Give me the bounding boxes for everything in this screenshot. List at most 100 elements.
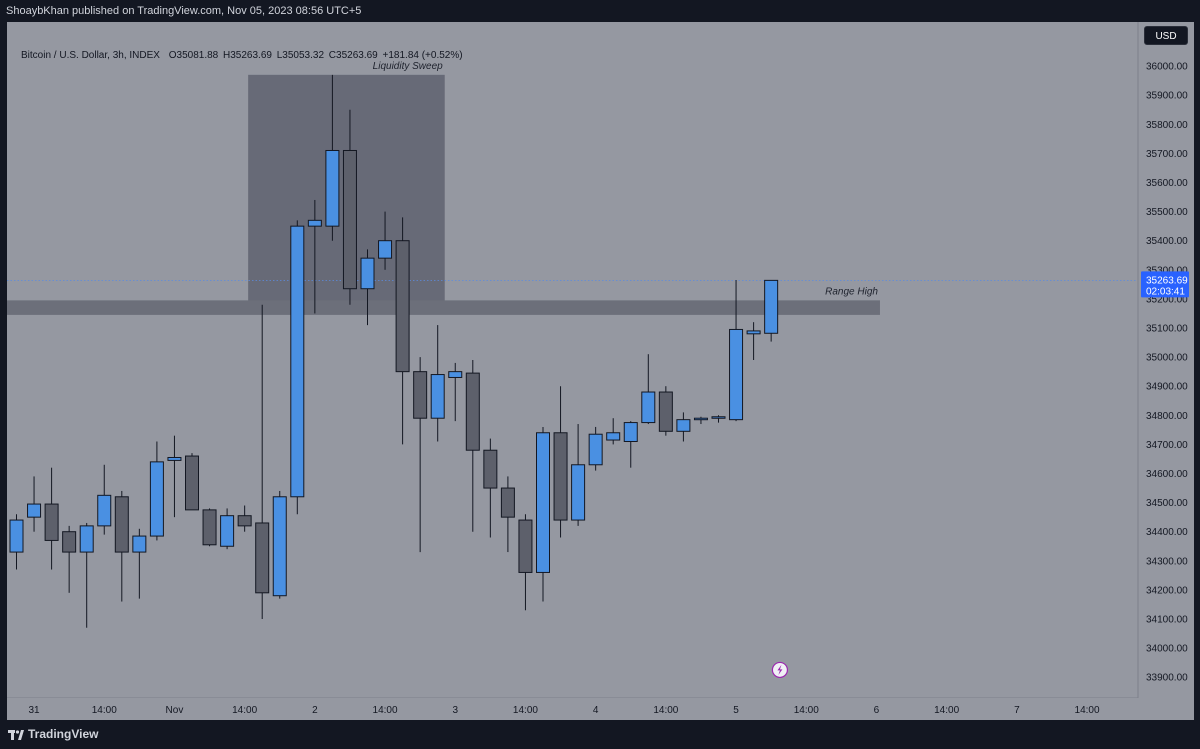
candle-body	[62, 531, 77, 553]
candle	[430, 325, 445, 442]
candle	[729, 279, 744, 422]
candle	[500, 476, 515, 553]
time-tick-label: 14:00	[92, 705, 117, 716]
candle-body	[272, 496, 287, 597]
price-tick-label: 34000.00	[1146, 644, 1188, 655]
price-tick-label: 35900.00	[1146, 91, 1188, 102]
candle-body	[588, 433, 603, 466]
time-tick-label: 5	[733, 705, 739, 716]
candle	[711, 415, 726, 423]
price-tick-label: 35600.00	[1146, 178, 1188, 189]
currency-button[interactable]: USD	[1144, 26, 1188, 45]
time-tick-label: 6	[874, 705, 880, 716]
candle-body	[711, 416, 726, 419]
time-tick-label: 3	[452, 705, 458, 716]
candle	[62, 525, 77, 593]
candle	[676, 412, 691, 442]
time-tick-label: 14:00	[653, 705, 678, 716]
candle	[167, 435, 182, 518]
candle	[553, 386, 568, 538]
range-high-band	[7, 300, 880, 315]
candle-body	[167, 456, 182, 461]
time-tick-label: 14:00	[232, 705, 257, 716]
candle-body	[307, 219, 322, 227]
publish-header: ShoaybKhan published on TradingView.com,…	[0, 0, 1200, 22]
candle	[483, 438, 498, 538]
candle-body	[378, 240, 393, 259]
candle	[97, 464, 112, 535]
candle-body	[202, 509, 217, 546]
candle-body	[27, 503, 42, 518]
candle-body	[44, 503, 59, 541]
candle	[290, 220, 305, 515]
lightning-icon	[777, 664, 783, 675]
price-tick-label: 34500.00	[1146, 498, 1188, 509]
price-tick-label: 34600.00	[1146, 469, 1188, 480]
price-tick-label: 34800.00	[1146, 411, 1188, 422]
price-tick-label: 35700.00	[1146, 149, 1188, 160]
chart-area[interactable]: Liquidity Sweep Range High 33900.00 34000.0…	[7, 22, 1194, 720]
time-tick-label: 7	[1014, 705, 1020, 716]
candle	[518, 514, 533, 611]
candle-body	[658, 391, 673, 432]
candle-body	[395, 240, 410, 373]
candle	[237, 505, 252, 532]
candle-body	[676, 419, 691, 432]
symbol-legend: Bitcoin / U.S. Dollar, 3h, INDEX O35081.…	[21, 50, 463, 61]
candle	[465, 360, 480, 532]
candle-body	[641, 391, 656, 424]
candle-body	[185, 455, 199, 511]
price-tick-label: 35800.00	[1146, 120, 1188, 131]
candle-body	[325, 149, 340, 227]
time-tick-label: 14:00	[934, 705, 959, 716]
candle	[746, 322, 761, 361]
candle-body	[79, 525, 94, 553]
candle-body	[237, 515, 252, 527]
candle	[44, 467, 59, 570]
candle	[395, 217, 410, 445]
candle-body	[360, 257, 375, 290]
ohlc-low: L35053.32	[276, 50, 325, 61]
price-tick-label: 35100.00	[1146, 324, 1188, 335]
candle-body	[536, 432, 550, 573]
price-tick-label: 35200.00	[1146, 294, 1188, 305]
candle	[27, 476, 42, 532]
candle	[536, 426, 550, 602]
candle	[79, 522, 94, 628]
candle-body	[114, 496, 129, 553]
candle-body	[746, 330, 761, 335]
candle-body	[483, 449, 498, 489]
time-tick-label: Nov	[166, 705, 184, 716]
range-high-label: Range High	[825, 286, 878, 297]
price-axis	[1138, 22, 1194, 698]
last-price-value: 35263.69	[1146, 275, 1188, 286]
candle	[641, 354, 656, 425]
candle-body	[693, 417, 708, 421]
tradingview-brand: TradingView	[28, 727, 99, 741]
ohlc-close: C35263.69	[328, 50, 378, 61]
candle	[132, 528, 147, 599]
candle	[623, 421, 638, 468]
candle	[606, 418, 621, 445]
candle-body	[623, 422, 638, 442]
price-tick-label: 35300.00	[1146, 265, 1188, 276]
candle-body	[255, 522, 270, 594]
candle-body	[9, 519, 24, 553]
candle-body	[606, 432, 621, 441]
candle	[9, 514, 24, 570]
publish-info: ShoaybKhan published on TradingView.com,…	[6, 5, 362, 17]
price-tick-label: 33900.00	[1146, 673, 1188, 684]
candlestick-chart[interactable]: Liquidity Sweep Range High 33900.00 34000.0…	[7, 22, 1194, 720]
candle-body	[430, 374, 445, 419]
price-tick-label: 34200.00	[1146, 585, 1188, 596]
candle-body	[97, 494, 112, 527]
candle-body	[518, 519, 533, 573]
symbol-title: Bitcoin / U.S. Dollar, 3h, INDEX	[21, 50, 160, 61]
price-tick-label: 34900.00	[1146, 382, 1188, 393]
last-price-badge	[1141, 271, 1189, 298]
candle	[114, 490, 129, 602]
candle-body	[448, 371, 463, 378]
footer-bar: TradingView	[0, 720, 1200, 749]
ohlc-high: H35263.69	[223, 50, 272, 61]
time-tick-label: 14:00	[1075, 705, 1100, 716]
